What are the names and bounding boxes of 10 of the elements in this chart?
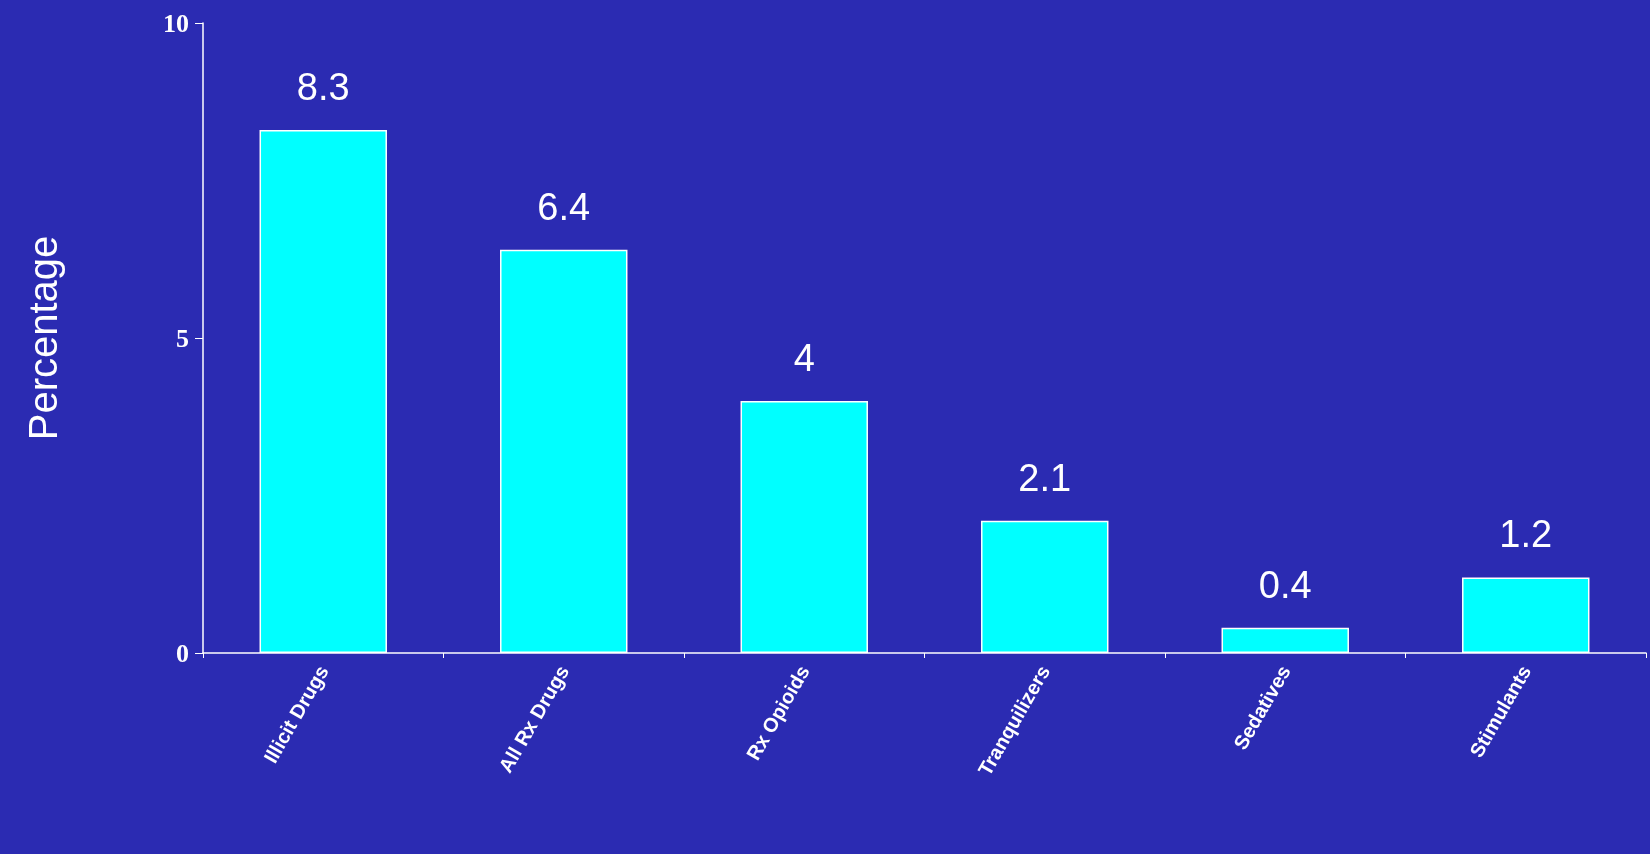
data-label: 0.4 (1258, 563, 1312, 606)
data-label: 1.2 (1499, 513, 1553, 556)
y-tick-label: 0 (176, 638, 189, 668)
data-label: 8.3 (296, 66, 350, 109)
data-label: 2.1 (1018, 456, 1072, 499)
y-tick-label: 5 (176, 323, 189, 353)
data-label: 6.4 (537, 185, 591, 228)
data-label: 4 (793, 337, 815, 379)
y-axis-title: Percentage (21, 235, 65, 441)
y-tick-label: 10 (163, 8, 189, 38)
